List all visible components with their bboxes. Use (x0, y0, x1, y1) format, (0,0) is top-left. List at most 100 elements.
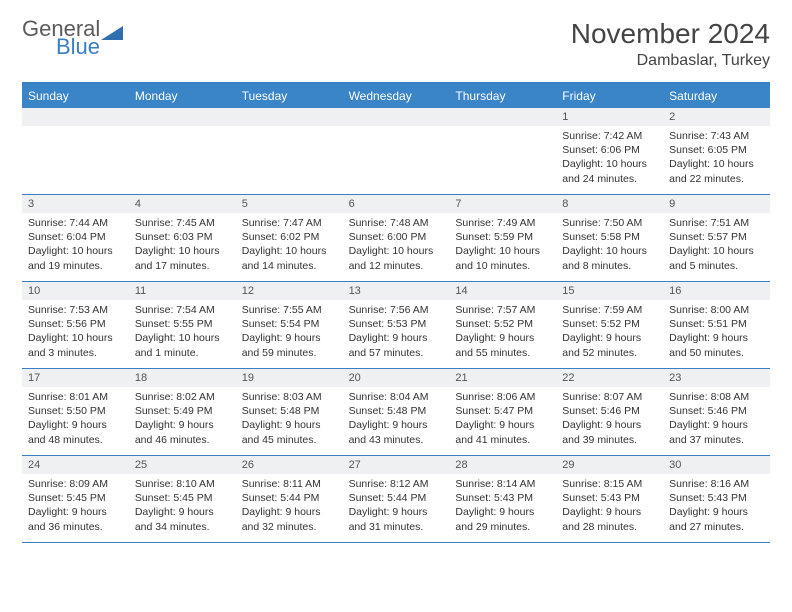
sunset-text: Sunset: 5:58 PM (562, 230, 657, 244)
day-number: 23 (663, 369, 770, 387)
sunset-text: Sunset: 5:52 PM (562, 317, 657, 331)
daylight-text: Daylight: 9 hours and 34 minutes. (135, 505, 230, 533)
sunset-text: Sunset: 6:02 PM (242, 230, 337, 244)
day-details: Sunrise: 8:10 AMSunset: 5:45 PMDaylight:… (129, 474, 236, 537)
day-details: Sunrise: 8:15 AMSunset: 5:43 PMDaylight:… (556, 474, 663, 537)
weekday-header: Wednesday (343, 84, 450, 108)
sunrise-text: Sunrise: 8:02 AM (135, 390, 230, 404)
sunset-text: Sunset: 5:57 PM (669, 230, 764, 244)
day-number: 16 (663, 282, 770, 300)
day-number: 13 (343, 282, 450, 300)
sunset-text: Sunset: 5:48 PM (349, 404, 444, 418)
day-number: 5 (236, 195, 343, 213)
day-number: 3 (22, 195, 129, 213)
sunrise-text: Sunrise: 8:08 AM (669, 390, 764, 404)
day-cell (343, 108, 450, 194)
sunrise-text: Sunrise: 7:50 AM (562, 216, 657, 230)
daylight-text: Daylight: 9 hours and 43 minutes. (349, 418, 444, 446)
day-number: 12 (236, 282, 343, 300)
weekday-header: Saturday (663, 84, 770, 108)
sunrise-text: Sunrise: 8:04 AM (349, 390, 444, 404)
day-cell: 13Sunrise: 7:56 AMSunset: 5:53 PMDayligh… (343, 282, 450, 368)
day-details: Sunrise: 7:43 AMSunset: 6:05 PMDaylight:… (663, 126, 770, 189)
day-number: 1 (556, 108, 663, 126)
sunrise-text: Sunrise: 8:16 AM (669, 477, 764, 491)
day-cell: 12Sunrise: 7:55 AMSunset: 5:54 PMDayligh… (236, 282, 343, 368)
day-cell: 20Sunrise: 8:04 AMSunset: 5:48 PMDayligh… (343, 369, 450, 455)
sunset-text: Sunset: 5:55 PM (135, 317, 230, 331)
sunrise-text: Sunrise: 7:44 AM (28, 216, 123, 230)
week-row: 3 Sunrise: 7:44 AMSunset: 6:04 PM Daylight… (22, 195, 770, 282)
day-number: 20 (343, 369, 450, 387)
daylight-text: Daylight: 9 hours and 46 minutes. (135, 418, 230, 446)
day-number: 11 (129, 282, 236, 300)
day-number: 22 (556, 369, 663, 387)
sunrise-text: Sunrise: 7:56 AM (349, 303, 444, 317)
day-details: Sunrise: 7:53 AMSunset: 5:56 PMDaylight:… (22, 300, 129, 363)
sunset-text: Sunset: 5:44 PM (349, 491, 444, 505)
sunset-text: Sunset: 5:51 PM (669, 317, 764, 331)
week-row: 10Sunrise: 7:53 AMSunset: 5:56 PMDayligh… (22, 282, 770, 369)
logo: GeneralBlue (22, 18, 123, 58)
day-cell (129, 108, 236, 194)
daylight-text: Daylight: 10 hours and 1 minute. (135, 331, 230, 359)
sunrise-text: Sunrise: 7:43 AM (669, 129, 764, 143)
day-number (236, 108, 343, 126)
sunrise-text: Sunrise: 7:49 AM (455, 216, 550, 230)
day-details: Sunrise: 7:45 AMSunset: 6:03 PMDaylight:… (129, 213, 236, 276)
sunset-text: Sunset: 5:43 PM (455, 491, 550, 505)
day-details: Sunrise: 8:06 AMSunset: 5:47 PMDaylight:… (449, 387, 556, 450)
weekday-header-row: Sunday Monday Tuesday Wednesday Thursday… (22, 84, 770, 108)
sunset-text: Sunset: 5:48 PM (242, 404, 337, 418)
sunset-text: Sunset: 5:52 PM (455, 317, 550, 331)
sunrise-text: Sunrise: 8:07 AM (562, 390, 657, 404)
location-label: Dambaslar, Turkey (571, 52, 770, 70)
day-number: 21 (449, 369, 556, 387)
day-cell: 6Sunrise: 7:48 AMSunset: 6:00 PMDaylight… (343, 195, 450, 281)
day-details: Sunrise: 7:42 AMSunset: 6:06 PMDaylight:… (556, 126, 663, 189)
sunset-text: Sunset: 6:06 PM (562, 143, 657, 157)
sunrise-text: Sunrise: 7:42 AM (562, 129, 657, 143)
daylight-text: Daylight: 9 hours and 39 minutes. (562, 418, 657, 446)
day-number: 17 (22, 369, 129, 387)
sunrise-text: Sunrise: 8:01 AM (28, 390, 123, 404)
sunset-text: Sunset: 5:54 PM (242, 317, 337, 331)
sunset-text: Sunset: 5:43 PM (562, 491, 657, 505)
daylight-text: Daylight: 10 hours and 14 minutes. (242, 244, 337, 272)
day-cell: 21Sunrise: 8:06 AMSunset: 5:47 PMDayligh… (449, 369, 556, 455)
sunset-text: Sunset: 6:05 PM (669, 143, 764, 157)
daylight-text: Daylight: 10 hours and 17 minutes. (135, 244, 230, 272)
day-details: Sunrise: 8:09 AMSunset: 5:45 PMDaylight:… (22, 474, 129, 537)
week-row: 17Sunrise: 8:01 AMSunset: 5:50 PMDayligh… (22, 369, 770, 456)
day-cell: 30Sunrise: 8:16 AMSunset: 5:43 PMDayligh… (663, 456, 770, 542)
sunset-text: Sunset: 5:46 PM (562, 404, 657, 418)
sunset-text: Sunset: 6:04 PM (28, 230, 123, 244)
sunrise-text: Sunrise: 7:57 AM (455, 303, 550, 317)
weekday-header: Monday (129, 84, 236, 108)
day-details: Sunrise: 7:50 AMSunset: 5:58 PMDaylight:… (556, 213, 663, 276)
day-cell: 11Sunrise: 7:54 AMSunset: 5:55 PMDayligh… (129, 282, 236, 368)
calendar: Sunday Monday Tuesday Wednesday Thursday… (22, 82, 770, 543)
sunset-text: Sunset: 5:59 PM (455, 230, 550, 244)
day-cell: 3Sunrise: 7:44 AMSunset: 6:04 PMDaylight… (22, 195, 129, 281)
sunrise-text: Sunrise: 7:51 AM (669, 216, 764, 230)
day-details: Sunrise: 8:04 AMSunset: 5:48 PMDaylight:… (343, 387, 450, 450)
day-cell: 24Sunrise: 8:09 AMSunset: 5:45 PMDayligh… (22, 456, 129, 542)
day-number: 14 (449, 282, 556, 300)
sunset-text: Sunset: 5:46 PM (669, 404, 764, 418)
day-cell (449, 108, 556, 194)
day-number: 10 (22, 282, 129, 300)
day-details: Sunrise: 8:08 AMSunset: 5:46 PMDaylight:… (663, 387, 770, 450)
day-number: 4 (129, 195, 236, 213)
daylight-text: Daylight: 10 hours and 22 minutes. (669, 157, 764, 185)
day-cell: 7Sunrise: 7:49 AMSunset: 5:59 PMDaylight… (449, 195, 556, 281)
day-details: Sunrise: 7:59 AMSunset: 5:52 PMDaylight:… (556, 300, 663, 363)
day-details: Sunrise: 7:47 AMSunset: 6:02 PMDaylight:… (236, 213, 343, 276)
sunset-text: Sunset: 5:45 PM (135, 491, 230, 505)
day-cell: 16Sunrise: 8:00 AMSunset: 5:51 PMDayligh… (663, 282, 770, 368)
daylight-text: Daylight: 10 hours and 3 minutes. (28, 331, 123, 359)
daylight-text: Daylight: 10 hours and 5 minutes. (669, 244, 764, 272)
daylight-text: Daylight: 10 hours and 8 minutes. (562, 244, 657, 272)
week-row: 1Sunrise: 7:42 AMSunset: 6:06 PMDaylight… (22, 108, 770, 195)
daylight-text: Daylight: 9 hours and 48 minutes. (28, 418, 123, 446)
